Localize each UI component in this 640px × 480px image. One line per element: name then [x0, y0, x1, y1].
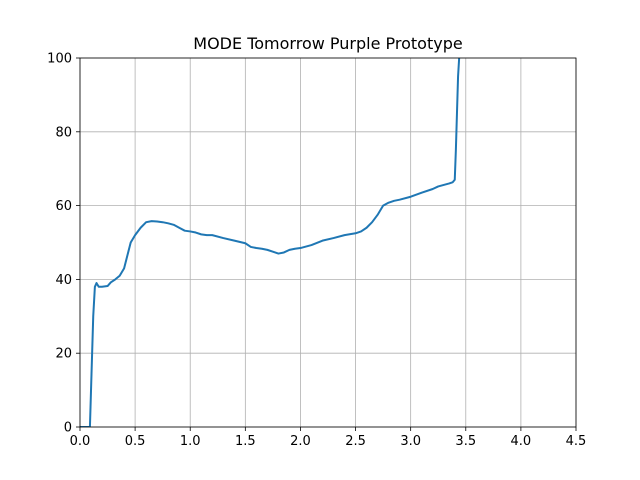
x-tick-label: 4.0	[511, 434, 532, 449]
x-tick-label: 0.5	[125, 434, 146, 449]
y-tick-label: 60	[55, 199, 72, 214]
y-tick-label: 0	[64, 421, 72, 436]
chart-title: MODE Tomorrow Purple Prototype	[193, 34, 462, 53]
y-tick-label: 20	[55, 347, 72, 362]
grid	[79, 57, 577, 428]
x-tick-label: 1.5	[235, 434, 256, 449]
x-tick-label: 1.0	[180, 434, 201, 449]
y-tick-label: 40	[55, 273, 72, 288]
x-tick-label: 2.0	[290, 434, 311, 449]
x-tick-label: 2.5	[345, 434, 366, 449]
x-tick-label: 4.5	[566, 434, 587, 449]
y-tick-label: 100	[47, 52, 72, 67]
x-tick-label: 3.5	[455, 434, 476, 449]
series-layer	[80, 58, 461, 427]
axes-ticks: 0.0 0.5 1.0 1.5 2.0 2.5 3.0 3.5 4.0 4.5 0 20 40 60 80 1…	[47, 52, 586, 450]
plot-frame	[79, 57, 577, 428]
x-tick-label: 3.0	[400, 434, 421, 449]
y-tick-label: 80	[55, 125, 72, 140]
series-line-0	[80, 58, 461, 427]
x-tick-label: 0.0	[70, 434, 91, 449]
